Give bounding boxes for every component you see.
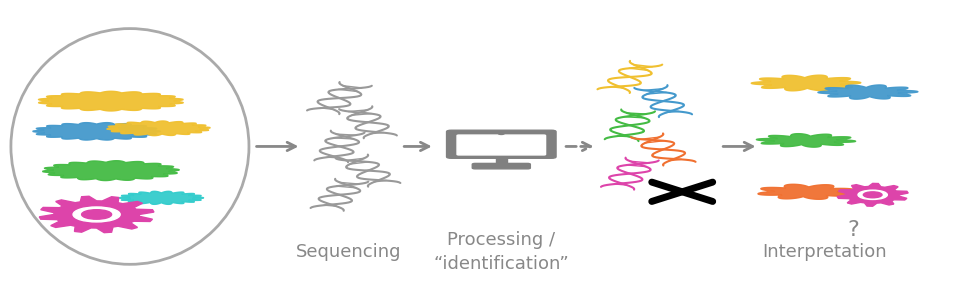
Ellipse shape xyxy=(11,29,249,264)
Text: Interpretation: Interpretation xyxy=(763,243,887,261)
Polygon shape xyxy=(756,134,856,147)
Circle shape xyxy=(73,207,120,222)
Polygon shape xyxy=(752,75,860,91)
Circle shape xyxy=(863,192,882,198)
Circle shape xyxy=(499,133,504,135)
Polygon shape xyxy=(119,191,203,204)
Polygon shape xyxy=(818,85,918,99)
FancyBboxPatch shape xyxy=(457,135,545,155)
Polygon shape xyxy=(32,123,160,140)
Polygon shape xyxy=(38,91,183,111)
Bar xyxy=(496,157,507,164)
Text: Sequencing: Sequencing xyxy=(296,243,402,261)
Polygon shape xyxy=(107,121,210,136)
Polygon shape xyxy=(758,184,854,199)
FancyBboxPatch shape xyxy=(473,163,530,169)
Circle shape xyxy=(81,210,112,219)
FancyBboxPatch shape xyxy=(447,130,556,158)
Circle shape xyxy=(858,190,887,199)
Polygon shape xyxy=(43,161,180,181)
Text: Processing /
“identification”: Processing / “identification” xyxy=(434,231,569,273)
Polygon shape xyxy=(838,183,908,206)
Text: ?: ? xyxy=(848,220,860,239)
Polygon shape xyxy=(39,196,154,233)
